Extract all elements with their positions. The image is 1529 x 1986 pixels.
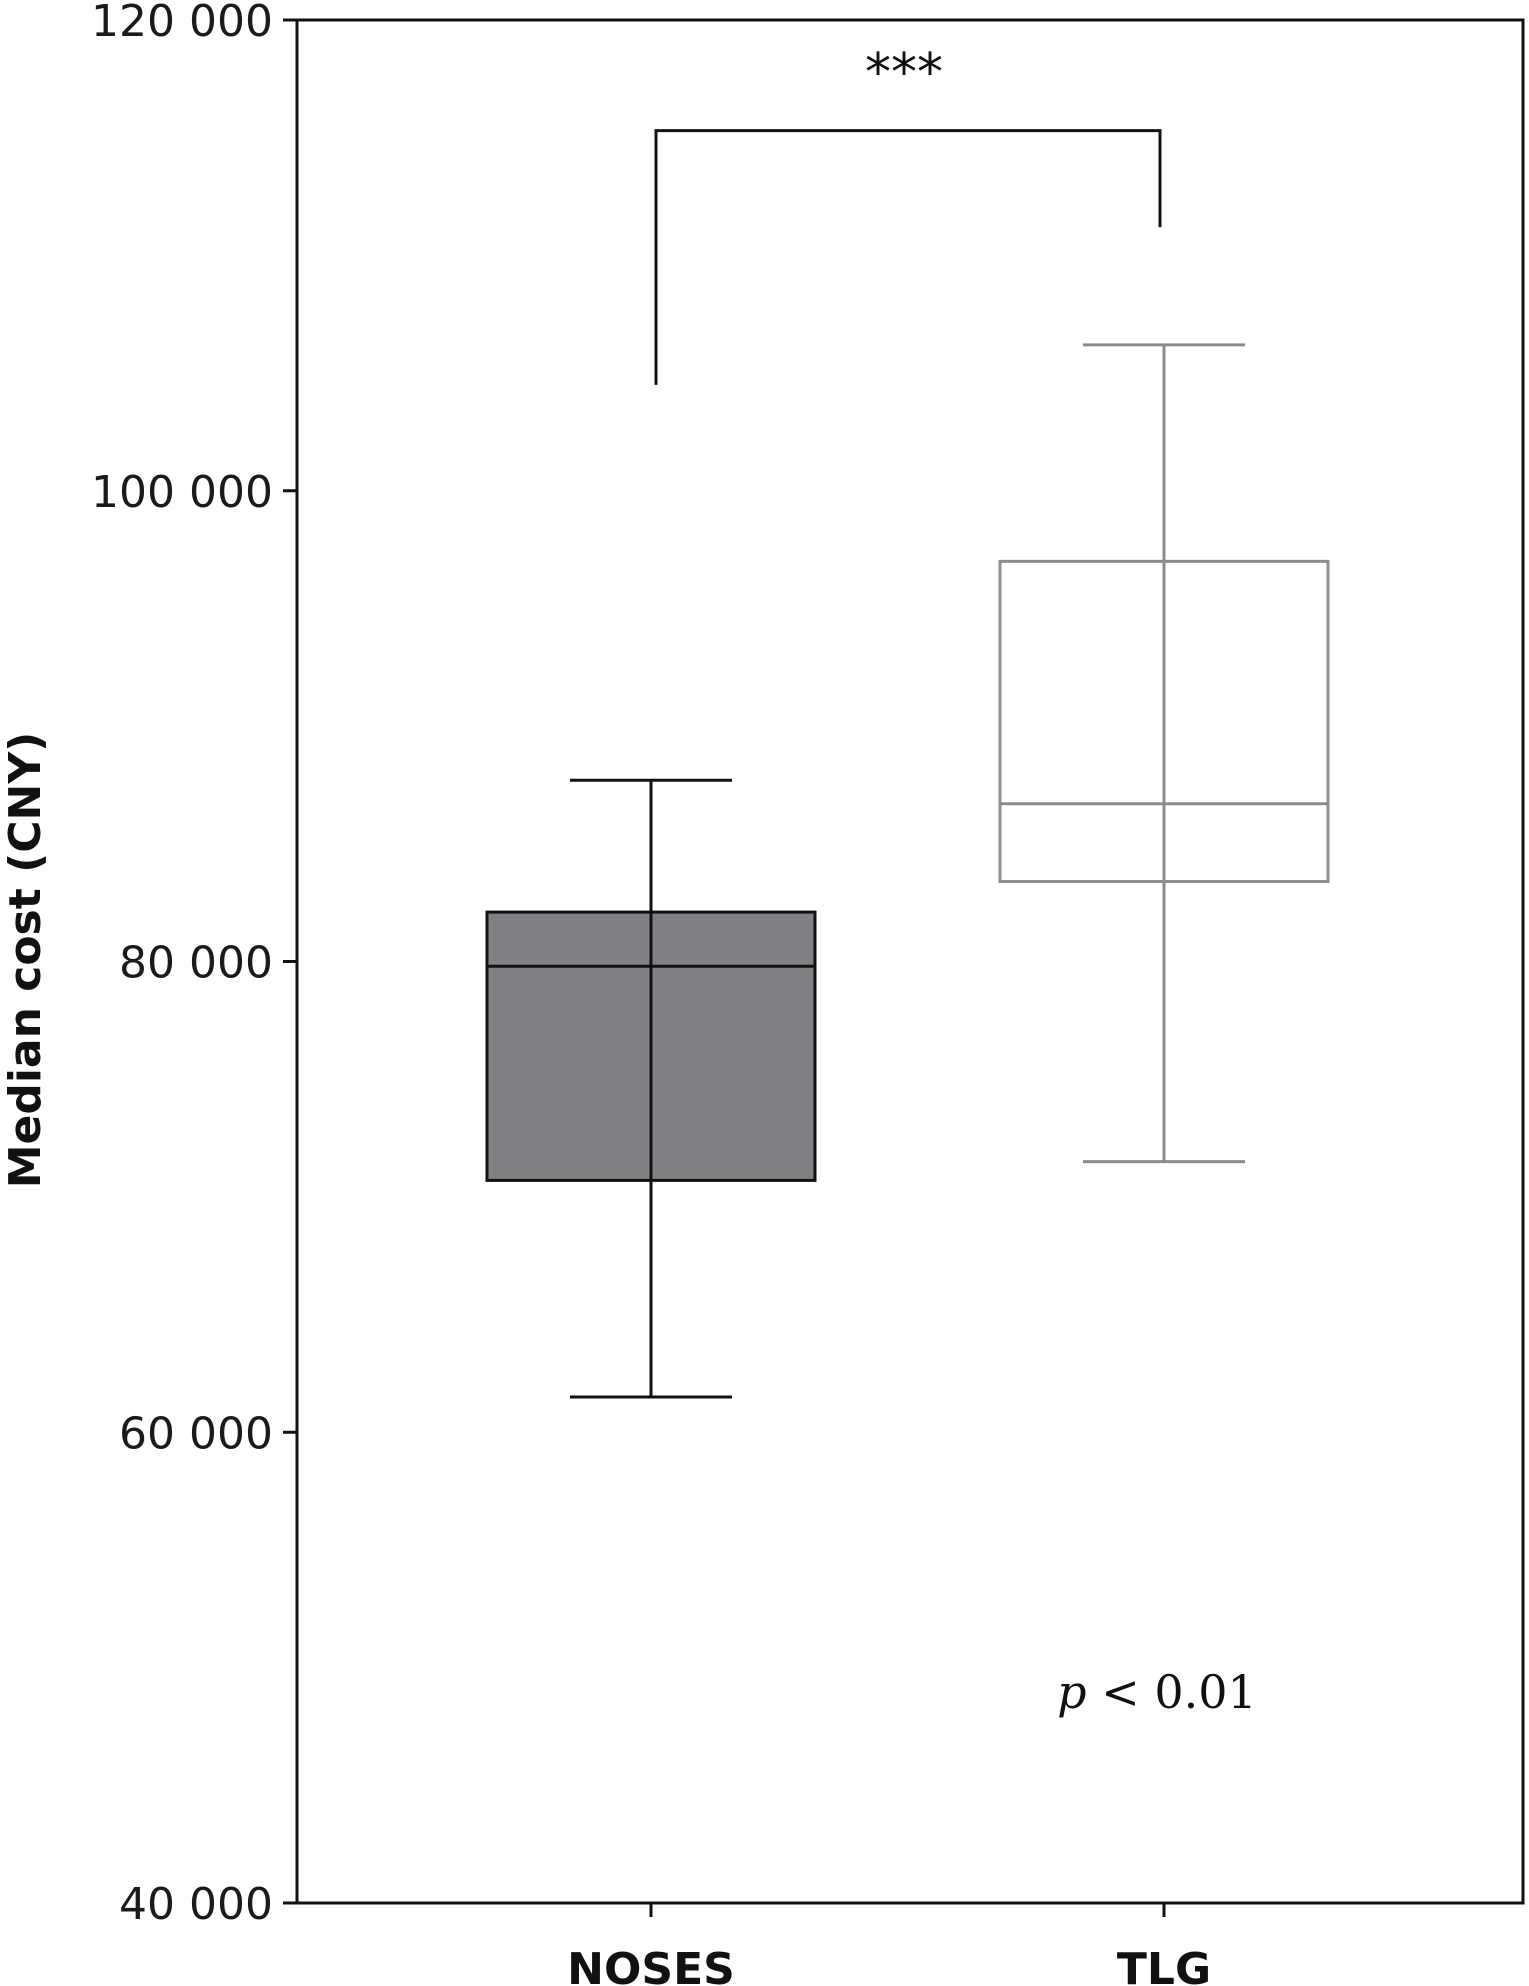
- y-tick-label: 100 000: [91, 467, 273, 518]
- x-tick-label: NOSES: [567, 1944, 735, 1986]
- x-tick-label: TLG: [1117, 1944, 1211, 1986]
- y-tick-label: 60 000: [119, 1408, 273, 1459]
- plot-frame: [295, 18, 1525, 1905]
- p-symbol: p: [1057, 1665, 1086, 1719]
- y-tick-label: 40 000: [119, 1879, 273, 1930]
- y-tick-label: 80 000: [119, 938, 273, 989]
- p-value-text: < 0.01: [1087, 1665, 1257, 1719]
- significance-stars: ***: [865, 43, 943, 103]
- boxes: [485, 343, 1330, 1399]
- box-noses: [485, 778, 817, 1399]
- y-tick-label: 120 000: [91, 0, 273, 47]
- box-tlg: [998, 343, 1330, 1164]
- significance-bracket-line: [654, 129, 1162, 385]
- significance-bracket: ***: [654, 43, 1162, 385]
- p-value-annotation: p < 0.01: [1057, 1665, 1257, 1719]
- axes: 40 000 60 000 80 000 100 000 120 000 NOSES TLG: [91, 0, 1525, 1986]
- y-axis-title: Median cost (CNY): [0, 732, 51, 1189]
- y-axis-title-group: Median cost (CNY): [0, 732, 51, 1189]
